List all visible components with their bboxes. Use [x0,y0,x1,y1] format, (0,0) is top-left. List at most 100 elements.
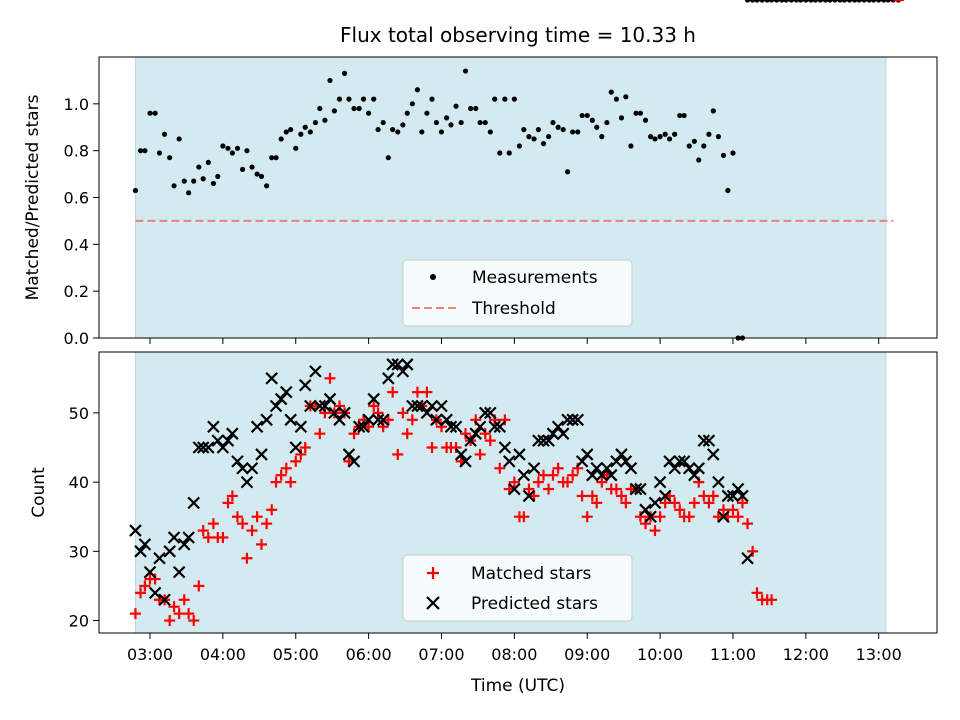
measurement-point [142,148,148,154]
matched-star-point [319,407,331,419]
matched-star-point [435,421,447,433]
measurement-point [419,129,425,135]
legend-matched-label: Matched stars [471,564,591,584]
measurement-point [725,187,731,194]
predicted-star-point [260,413,273,427]
measurement-point [288,126,294,133]
ratio-legend: Measurements Threshold [402,259,633,327]
predicted-star-point [129,524,142,537]
matched-star-points [129,0,904,627]
predicted-star-point [586,468,599,482]
measurement-point [706,131,712,137]
predicted-star-point [522,489,536,503]
measurement-point [429,96,435,102]
predicted-star-point [347,455,361,468]
legend-measurement-marker [430,274,436,280]
predicted-star-point [464,434,477,447]
measurement-point [502,96,508,102]
matched-star-point [538,469,550,481]
count-y-axis-label: Count [29,467,49,518]
time-x-tick-label: 04:00 [200,645,246,664]
predicted-star-point [556,427,570,440]
predicted-star-point [425,399,439,413]
measurement-point [642,117,649,123]
predicted-star-point [134,545,147,558]
predicted-star-point [411,399,424,413]
matched-star-point [387,386,399,398]
predicted-star-point [376,413,390,427]
predicted-star-point [634,482,647,496]
measurement-point [171,183,177,189]
matched-star-point [586,490,598,502]
measurement-point [331,108,337,114]
count-legend: Matched stars Predicted stars [402,554,633,622]
ratio-y-tick-label: 0.0 [64,329,89,348]
matched-star-point [261,518,273,530]
count-y-tick-label: 40 [69,473,89,492]
time-x-tick-label: 12:00 [783,645,829,664]
matched-star-point [674,504,686,516]
predicted-star-point [352,420,366,434]
matched-star-point [596,476,608,488]
predicted-star-point [527,461,541,475]
matched-star-point [411,386,423,398]
predicted-star-point [221,434,235,447]
matched-star-point [397,407,409,419]
matched-star-point [669,497,681,509]
measurement-point [579,112,585,119]
matched-star-point [736,497,748,509]
predicted-star-point [333,413,346,427]
ratio-legend-box [402,259,633,327]
predicted-star-point [595,468,609,482]
matched-star-point [377,421,389,433]
predicted-star-point [561,413,574,427]
predicted-star-point [736,489,749,503]
predicted-star-point [279,385,293,399]
matched-star-point [518,511,530,523]
measurement-point [594,124,600,130]
ratio-y-axis-ticks: 0.0 0.2 0.4 0.6 0.8 1.0 [64,95,99,348]
predicted-star-point [386,358,399,371]
measurement-point [560,126,566,133]
predicted-star-point [721,489,735,503]
matched-star-point [295,448,307,460]
measurement-point [477,119,483,126]
measurement-point [404,110,410,116]
measurement-point [269,155,275,161]
predicted-star-point [619,455,633,468]
matched-star-point [241,552,253,564]
predicted-star-point [182,531,195,544]
matched-star-point [202,531,214,543]
matched-star-point [368,400,380,412]
predicted-star-point [309,365,322,378]
matched-star-point [707,490,719,502]
time-x-tick-label: 03:00 [127,645,173,664]
predicted-star-point [323,392,337,406]
measurement-point [438,129,445,135]
predicted-star-point [624,461,638,475]
ratio-y-tick-label: 0.8 [64,142,89,161]
measurement-point [424,110,430,116]
predicted-star-point [566,413,579,427]
time-x-tick-label: 07:00 [418,645,464,664]
predicted-star-point [245,461,259,475]
measurement-point [200,176,206,182]
predicted-star-point [342,448,356,461]
matched-star-point [450,442,462,454]
matched-star-point [270,476,282,488]
matched-star-point [474,448,486,460]
predicted-star-point [250,420,264,434]
predicted-star-point [207,420,220,434]
matched-star-point [581,511,593,523]
figure-title: Flux total observing time = 10.33 h [340,23,696,47]
matched-star-point [406,414,418,426]
measurement-point [225,145,231,151]
measurement-point [701,143,707,149]
measurement-point [244,148,250,154]
matched-star-point [698,490,710,502]
predicted-star-point [211,434,225,447]
measurement-point [720,152,727,158]
measurement-point [662,131,668,137]
matched-star-point [275,469,287,481]
